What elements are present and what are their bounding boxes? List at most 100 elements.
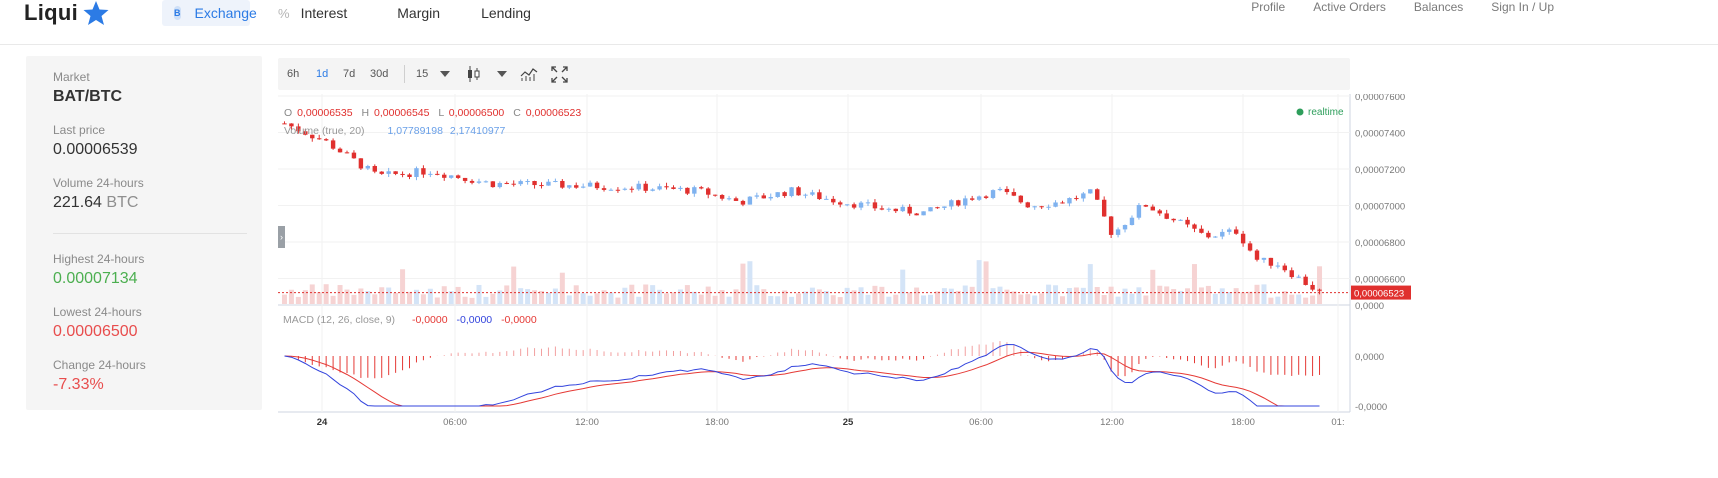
range-7d-button[interactable]: 7d [343, 68, 356, 80]
chevron-down-icon[interactable] [497, 71, 507, 77]
volume-bar [1226, 292, 1232, 304]
candle-body [386, 171, 391, 174]
candle-body [1261, 257, 1267, 260]
interval-select[interactable]: 15 [416, 68, 429, 80]
candle-body [1143, 205, 1149, 207]
volume-bar [1150, 269, 1156, 304]
volume-bar [1289, 294, 1295, 304]
candle-body [1310, 284, 1315, 290]
nav-active-orders[interactable]: Active Orders [1313, 0, 1386, 14]
volume-bar [441, 286, 447, 304]
volume-bar [796, 293, 802, 304]
volume-bar [1053, 285, 1059, 304]
volume-bar [413, 289, 419, 304]
volume-stat: Volume 24-hours 221.64 BTC [53, 176, 144, 212]
volume-bar [462, 296, 468, 304]
candle-body [712, 194, 718, 196]
indicators-icon[interactable] [520, 66, 538, 82]
candle-body [775, 192, 780, 197]
candle-body [963, 198, 968, 206]
volume-bar [295, 296, 301, 304]
candle-body [483, 181, 489, 183]
volume-bar [670, 292, 676, 304]
candle-body [1088, 189, 1093, 194]
volume-bar [323, 284, 329, 304]
time-axis-tick: 06:00 [969, 417, 993, 428]
candle-body [518, 181, 523, 185]
time-axis-tick: 18:00 [705, 417, 729, 428]
price-chart[interactable]: 0,00007600 0,00007400 0,00007200 0,00007000… [278, 94, 1413, 432]
nav-balances[interactable]: Balances [1413, 0, 1464, 14]
scroll-handle[interactable] [278, 226, 285, 248]
candle-body [692, 187, 697, 194]
candle-body [907, 206, 912, 214]
nav-sign-in[interactable]: Sign In / Up [1491, 0, 1554, 14]
volume-bar [532, 290, 538, 304]
volume-bar [1157, 285, 1163, 304]
fullscreen-icon[interactable] [551, 66, 568, 83]
volume-bar [288, 289, 294, 304]
candle-body [448, 175, 454, 178]
volume-bar [893, 294, 899, 304]
volume-bar [1094, 286, 1100, 304]
candle-body [1178, 219, 1183, 221]
candle-body [337, 148, 343, 153]
candle-body [539, 185, 544, 187]
volume-bar [358, 288, 364, 304]
candle-body [976, 196, 982, 200]
ohlc-o-label: O [284, 107, 292, 119]
ohlc-h-value: 0,00006545 [374, 107, 430, 119]
volume-bar [1317, 266, 1323, 304]
volume-bar [1136, 287, 1142, 304]
candle-body [844, 204, 850, 206]
volume-bar [316, 292, 322, 304]
macd-axis-tick: 0,0000 [1355, 352, 1384, 363]
range-30d-button[interactable]: 30d [370, 68, 389, 80]
volume-bar [497, 290, 503, 304]
nav-profile[interactable]: Profile [1251, 0, 1286, 14]
range-6h-button[interactable]: 6h [287, 68, 300, 80]
candle-body [587, 182, 593, 187]
logo[interactable]: Liqui [24, 0, 110, 26]
candlestick-icon[interactable] [466, 65, 482, 83]
nav-margin[interactable]: Margin [397, 5, 441, 21]
candle-body [935, 207, 940, 209]
candle-body [761, 195, 766, 199]
volume-bar [545, 292, 551, 304]
candle-body [997, 188, 1003, 191]
volume-bar [344, 289, 350, 304]
candle-body [323, 139, 329, 141]
chevron-down-icon[interactable] [440, 71, 450, 77]
candle-body [1157, 210, 1162, 214]
volume-bar [525, 289, 531, 304]
volume-bar [483, 296, 489, 304]
volume-bar [1233, 288, 1239, 304]
volume-bar [698, 294, 704, 304]
volume-bar [809, 287, 815, 304]
nav-lending[interactable]: Lending [481, 5, 531, 21]
volume-bar [1115, 296, 1121, 304]
nav-exchange[interactable]: B Exchange [162, 0, 257, 26]
volume-bar [684, 285, 690, 304]
nav-interest[interactable]: % Interest [278, 0, 347, 26]
range-1d-button[interactable]: 1d [316, 68, 329, 80]
candle-body [1317, 289, 1322, 291]
volume-bar [948, 288, 954, 304]
volume-bar [837, 297, 843, 304]
low-stat: Lowest 24-hours 0.00006500 [53, 305, 142, 341]
candle-body [810, 192, 815, 195]
volume-bar [761, 289, 767, 304]
candle-body [1067, 198, 1072, 204]
candle-body [942, 206, 947, 208]
time-axis-tick: 12:00 [1100, 417, 1124, 428]
candle-body [1220, 231, 1225, 237]
change-stat: Change 24-hours -7.33% [53, 358, 146, 394]
candle-body [650, 189, 655, 191]
volume-bar [448, 291, 454, 304]
volume-bar [816, 289, 822, 304]
candle-body [525, 181, 530, 183]
candle-body [490, 181, 496, 188]
candle-body [685, 187, 690, 194]
candle-body [879, 208, 885, 210]
volume-bar [504, 285, 510, 304]
